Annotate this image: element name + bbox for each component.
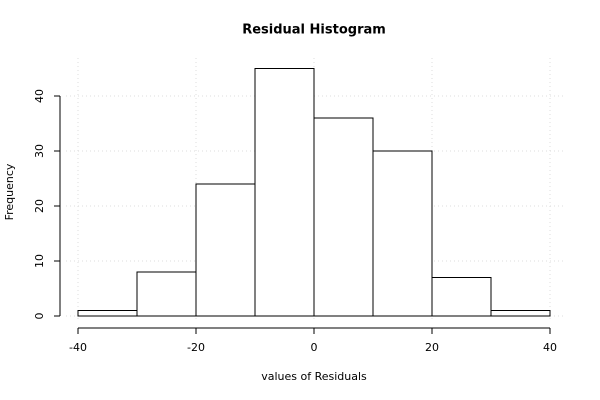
x-tick-label: 40 — [543, 341, 557, 354]
y-axis-label: Frequency — [3, 163, 16, 220]
x-tick-label: -20 — [187, 341, 205, 354]
bar — [136, 271, 197, 317]
bar — [195, 183, 256, 317]
x-tick-label: 20 — [425, 341, 439, 354]
y-tick-label: 10 — [33, 254, 46, 268]
y-tick-label: 30 — [33, 144, 46, 158]
x-tick-label: -40 — [69, 341, 87, 354]
bar — [313, 117, 374, 317]
bar — [77, 310, 138, 317]
bar — [490, 310, 551, 317]
x-tick-label: 0 — [311, 341, 318, 354]
chart-title: Residual Histogram — [242, 23, 386, 38]
y-tick-label: 20 — [33, 199, 46, 213]
y-tick-label: 0 — [33, 313, 46, 320]
bar — [372, 150, 433, 317]
x-axis-label: values of Residuals — [261, 370, 367, 383]
bar — [254, 68, 315, 317]
y-tick-label: 40 — [33, 89, 46, 103]
bar — [431, 277, 492, 317]
